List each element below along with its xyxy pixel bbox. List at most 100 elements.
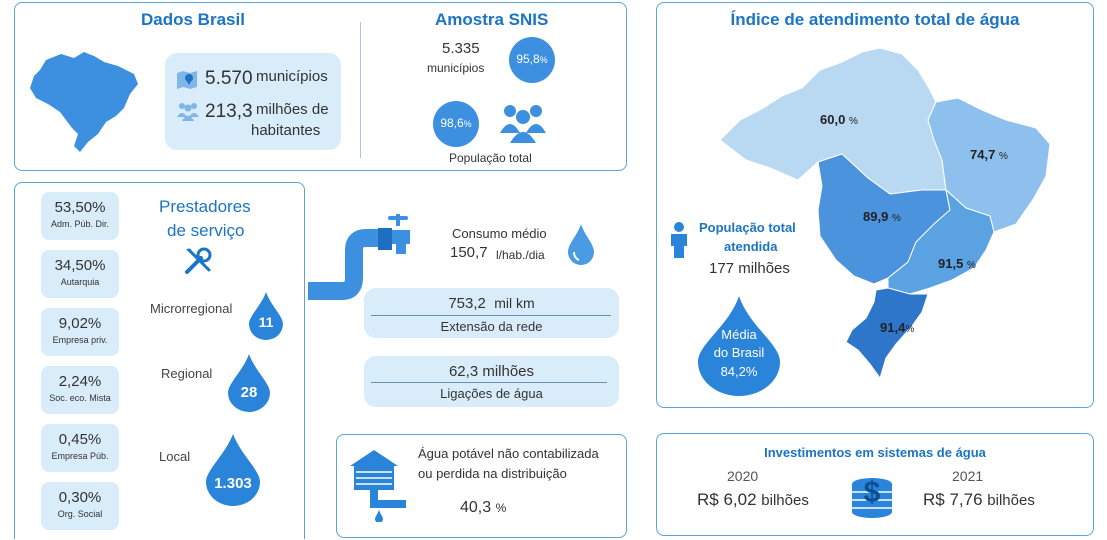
stat-box-empresa-pub: 0,45% Empresa Púb. <box>41 424 119 472</box>
perdas-value: 40,3 % <box>460 499 506 517</box>
region-label-sul: 91,4% <box>880 320 914 335</box>
rede-unit: mil km <box>494 295 535 311</box>
stat-box-empresa-priv: 9,02% Empresa priv. <box>41 308 119 356</box>
consumo-label: Consumo médio <box>452 226 547 241</box>
stat-value: 0,45% <box>58 431 102 448</box>
investimentos-unit-2: bilhões <box>987 492 1035 509</box>
stat-label: Adm. Púb. Dir. <box>50 219 110 229</box>
faucet-pipe-icon <box>308 214 410 300</box>
prestadores-title-1: Prestadores <box>159 197 251 216</box>
media-label-1: Média <box>721 327 757 342</box>
amostra-populacao-pct-symbol: % <box>463 119 472 129</box>
money-stack-icon: $ <box>852 476 892 518</box>
indice-populacao-label-1: População total <box>699 220 796 235</box>
indice-populacao-value: 177 milhões <box>709 260 790 277</box>
stat-box-org-social: 0,30% Org. Social <box>41 482 119 530</box>
media-value: 84,2% <box>720 364 758 379</box>
abrangencia-label-local: Local <box>159 449 191 464</box>
stat-label: Autarquia <box>60 277 100 287</box>
investimentos-amount-1: R$ 6,02 <box>697 490 757 509</box>
region-label-sudeste: 91,5 % <box>938 256 976 271</box>
investimentos-year-1: 2020 <box>727 468 759 484</box>
amostra-municipios-circle <box>509 37 555 83</box>
amostra-municipios-value: 5.335 <box>442 40 480 57</box>
stat-value: 2,24% <box>58 373 102 390</box>
abrangencia-value-regional: 28 <box>240 384 258 401</box>
water-drop-micro <box>249 292 283 340</box>
tools-icon <box>185 247 212 274</box>
rede-number: 753,2 <box>448 295 486 312</box>
dados-habitantes-value: 213,3 <box>205 101 253 122</box>
consumo-unit: l/hab./dia <box>496 248 545 262</box>
water-tank-icon <box>350 450 406 522</box>
stat-box-soc-eco: 2,24% Soc. eco. Mista <box>41 366 119 414</box>
media-label-2: do Brasil <box>713 345 765 360</box>
investimentos-amount-2: R$ 7,76 <box>923 490 983 509</box>
ligacoes-box <box>364 356 619 407</box>
region-sudeste <box>887 188 995 295</box>
abrangencia-label-micro: Microrregional <box>150 301 233 316</box>
region-sul-value: 91,4 <box>880 320 906 335</box>
stat-value: 53,50% <box>54 199 106 216</box>
brazil-map-icon <box>30 52 138 152</box>
amostra-municipios-pct-value: 95,8 <box>516 52 540 66</box>
rede-divider <box>371 315 611 316</box>
rede-label: Extensão da rede <box>440 319 543 334</box>
amostra-municipios-pct: 95,8% <box>509 52 555 66</box>
region-label-norte: 60,0 % <box>820 112 858 127</box>
dados-municipios-label: municípios <box>256 68 328 85</box>
ligacoes-value: 62,3 milhões <box>448 363 535 380</box>
stat-label: Empresa priv. <box>52 335 108 345</box>
abrangencia-value-local: 1.303 <box>214 475 252 492</box>
amostra-municipios-pct-symbol: % <box>539 55 548 65</box>
dados-habitantes-label-2: habitantes <box>251 122 321 139</box>
stat-label: Soc. eco. Mista <box>49 393 111 403</box>
stat-label: Org. Social <box>57 509 103 519</box>
region-nordeste-value: 74,7 <box>970 147 996 162</box>
rede-value: 753,2 mil km <box>364 295 619 312</box>
stat-box-adm: 53,50% Adm. Púb. Dir. <box>41 192 119 240</box>
stat-value: 0,30% <box>58 489 102 506</box>
investimentos-year-2: 2021 <box>952 468 984 484</box>
dados-brasil-stats-box <box>165 53 341 150</box>
map-pin-icon <box>177 71 197 89</box>
region-centro-oeste-value: 89,9 <box>863 209 889 224</box>
population-icon <box>500 105 546 143</box>
investimentos-title: Investimentos em sistemas de água <box>764 445 986 460</box>
amostra-populacao-label: População total <box>449 151 532 165</box>
indice-title: Índice de atendimento total de água <box>730 10 1020 29</box>
stat-box-autarquia: 34,50% Autarquia <box>41 250 119 298</box>
consumo-value: 150,7 <box>450 244 488 261</box>
amostra-municipios-label: municípios <box>427 61 485 75</box>
brazil-regions-map <box>719 47 1051 380</box>
abrangencia-label-regional: Regional <box>161 366 213 381</box>
region-sudeste-value: 91,5 <box>938 256 964 271</box>
amostra-populacao-pct-value: 98,6 <box>440 116 464 130</box>
region-norte-pct: % <box>848 116 858 127</box>
region-label-centro-oeste: 89,9 % <box>863 209 901 224</box>
perdas-line2: ou perdida na distribuição <box>418 466 567 481</box>
stat-value: 34,50% <box>54 257 106 274</box>
stat-value: 9,02% <box>58 315 102 332</box>
rede-box <box>364 288 619 338</box>
region-nordeste-pct: % <box>998 151 1008 162</box>
water-drop-icon <box>568 224 594 265</box>
region-norte-value: 60,0 <box>820 112 846 127</box>
investimentos-unit-1: bilhões <box>761 492 809 509</box>
water-drop-local <box>206 434 260 506</box>
dados-brasil-title: Dados Brasil <box>141 10 245 29</box>
indice-populacao-label-2: atendida <box>724 239 778 254</box>
region-nordeste <box>927 97 1051 233</box>
investimentos-value-1: R$ 6,02 bilhões <box>697 490 809 510</box>
dados-habitantes-label-1: milhões de <box>256 101 329 118</box>
media-brasil-drop <box>698 296 780 396</box>
people-group-icon <box>177 103 199 121</box>
person-icon <box>671 222 687 258</box>
amostra-title: Amostra SNIS <box>435 10 549 29</box>
perdas-line1: Água potável não contabilizada <box>418 446 599 461</box>
region-sul <box>845 287 929 380</box>
region-label-nordeste: 74,7 % <box>970 147 1008 162</box>
water-drop-regional <box>228 354 270 412</box>
ligacoes-divider <box>371 382 607 383</box>
ligacoes-label: Ligações de água <box>440 386 543 401</box>
